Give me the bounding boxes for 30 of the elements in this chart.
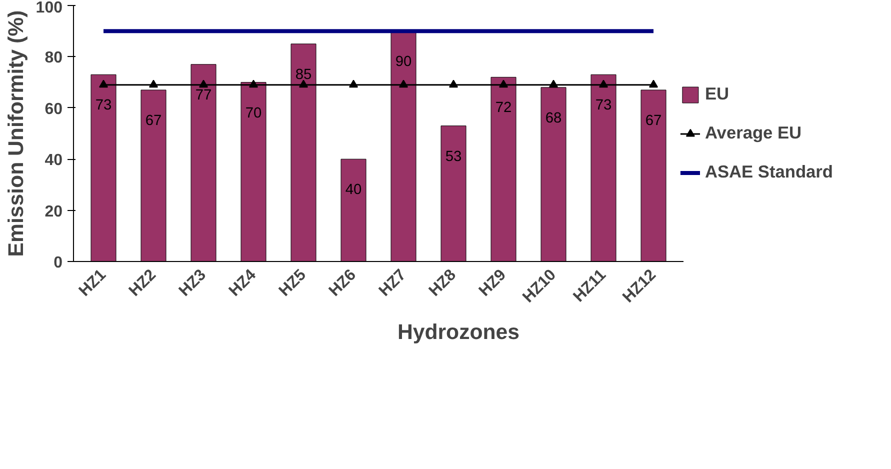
data-label: 70 (245, 105, 262, 122)
y-tick-label: 80 (44, 50, 63, 67)
x-axis-title: Hydrozones (397, 320, 520, 344)
data-label: 72 (495, 100, 512, 116)
legend-label: ASAE Standard (704, 162, 833, 182)
data-label: 90 (395, 54, 412, 70)
legend-label: Average EU (704, 122, 802, 144)
x-tick-label: HZ8 (426, 266, 460, 300)
data-label: 68 (545, 110, 562, 126)
x-tick-label: HZ3 (176, 266, 210, 300)
y-tick-label: 20 (44, 203, 63, 220)
data-label: 85 (295, 66, 312, 83)
x-tick-label: HZ2 (126, 266, 160, 300)
data-label: 77 (195, 87, 212, 104)
x-tick-label: HZ4 (226, 266, 260, 300)
data-label: 67 (145, 112, 162, 129)
data-label: 40 (345, 182, 362, 198)
y-tick-label: 60 (44, 100, 63, 118)
legend-label: EU (704, 84, 730, 104)
y-tick-label: 100 (36, 0, 63, 16)
x-tick-label: HZ1 (76, 266, 110, 300)
y-tick-label: 40 (44, 152, 63, 170)
data-label: 53 (445, 148, 462, 165)
y-tick-label: 0 (54, 254, 63, 272)
x-tick-label: HZ9 (476, 266, 510, 300)
data-label: 73 (95, 98, 112, 114)
data-label: 73 (595, 98, 612, 114)
y-axis-title: Emission Uniformity (%) (4, 10, 28, 257)
x-tick-label: HZ6 (326, 266, 360, 300)
data-label: 67 (645, 112, 662, 129)
